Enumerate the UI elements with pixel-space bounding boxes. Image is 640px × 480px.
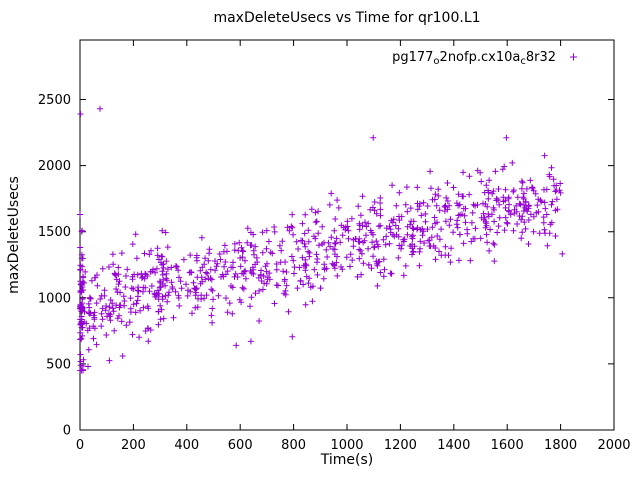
x-tick-label: 1200 [384,438,417,453]
y-tick-label: 1000 [38,291,71,306]
legend-series-label: pg177o2nofp.cx10ac8r32 [392,50,556,67]
legend-label-part: pg177 [392,50,433,65]
x-tick-label: 1400 [437,438,470,453]
legend-label-subscript: c [520,56,526,67]
y-tick-label: 2500 [38,93,71,108]
y-axis-tick-labels: 0 500 1000 1500 2000 2500 [38,93,71,439]
legend-label-subscript: o [433,56,439,67]
y-tick-label: 1500 [38,225,71,240]
legend-plus-marker-icon [570,53,577,61]
scatter-data-points [77,105,566,374]
x-tick-label: 2000 [597,438,630,453]
y-axis-label: maxDeleteUsecs [6,176,22,294]
x-tick-label: 1000 [330,438,363,453]
x-tick-label: 800 [281,438,306,453]
x-tick-label: 0 [76,438,84,453]
legend-label-part: 8r32 [526,50,556,65]
y-tick-label: 2000 [38,159,71,174]
y-tick-label: 500 [46,357,71,372]
legend-label-part: 2nofp.cx10a [440,50,521,65]
plot-border [79,39,615,431]
legend: pg177o2nofp.cx10ac8r32 [392,50,577,67]
axis-tick-marks [79,40,615,431]
x-tick-label: 600 [228,438,253,453]
x-tick-label: 400 [174,438,199,453]
x-tick-label: 1600 [491,438,524,453]
x-tick-label: 1800 [544,438,577,453]
chart-title: maxDeleteUsecs vs Time for qr100.L1 [213,10,480,26]
x-tick-label: 200 [121,438,146,453]
x-axis-tick-labels: 0 200 400 600 800 1000 1200 1400 1600 1800 2000 [76,438,631,453]
x-axis-label: Time(s) [320,452,373,468]
y-tick-label: 0 [63,424,71,439]
